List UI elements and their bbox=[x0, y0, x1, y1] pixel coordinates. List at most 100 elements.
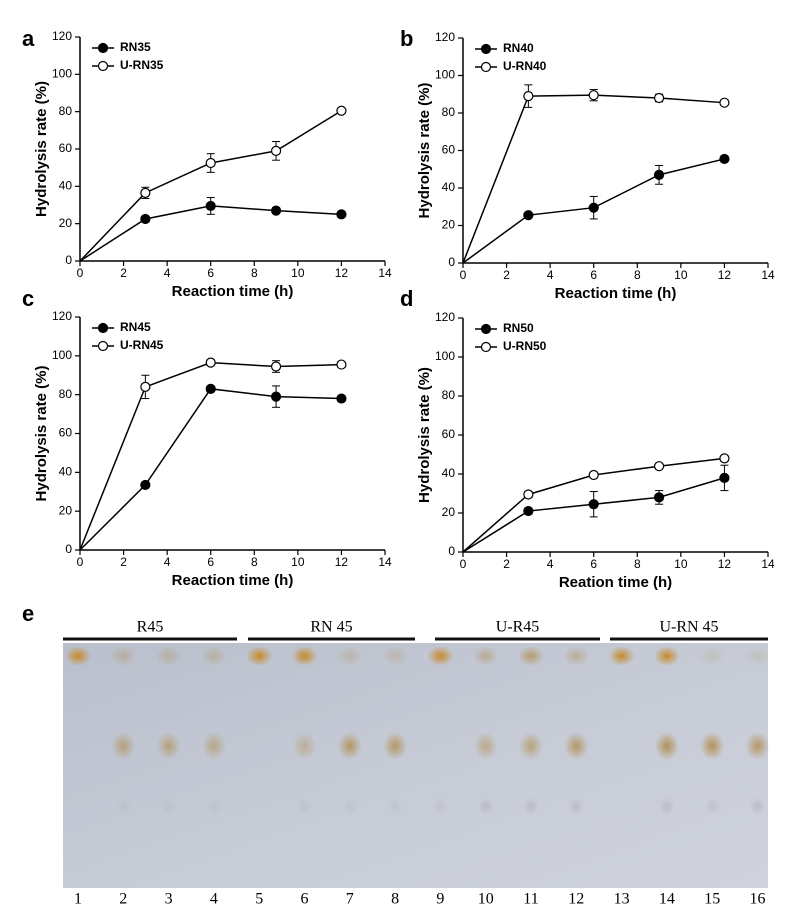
lane-number: 8 bbox=[391, 891, 399, 908]
tlc-plate bbox=[63, 643, 768, 888]
x-tick-label: 0 bbox=[460, 268, 467, 282]
x-tick-label: 14 bbox=[761, 268, 775, 282]
spot bbox=[477, 797, 494, 815]
marker bbox=[205, 357, 216, 368]
spot bbox=[704, 797, 721, 815]
y-tick-label: 100 bbox=[435, 349, 455, 363]
y-tick-label: 100 bbox=[52, 348, 72, 362]
spot bbox=[296, 797, 313, 815]
x-tick-label: 4 bbox=[164, 555, 171, 569]
legend-marker bbox=[480, 43, 492, 55]
x-tick-label: 14 bbox=[761, 557, 775, 571]
spot bbox=[246, 646, 273, 666]
lane-number: 3 bbox=[165, 891, 173, 908]
lane-number: 2 bbox=[119, 891, 127, 908]
y-axis-label: Hydrolysis rate (%) bbox=[416, 83, 433, 219]
marker bbox=[205, 200, 216, 212]
spot bbox=[427, 646, 454, 666]
spot bbox=[111, 732, 136, 760]
spot bbox=[156, 732, 181, 760]
spot bbox=[564, 732, 589, 760]
y-tick-label: 0 bbox=[448, 544, 455, 558]
marker bbox=[140, 479, 151, 491]
x-tick-label: 10 bbox=[291, 555, 305, 569]
spot bbox=[472, 646, 499, 666]
series-line bbox=[462, 94, 725, 264]
spot bbox=[387, 797, 404, 815]
spot bbox=[65, 646, 91, 666]
spot bbox=[699, 646, 726, 666]
y-tick-label: 0 bbox=[448, 255, 455, 269]
y-tick-label: 80 bbox=[59, 104, 73, 118]
x-tick-label: 8 bbox=[251, 555, 258, 569]
lane-number: 4 bbox=[210, 891, 218, 908]
legend-label: RN35 bbox=[120, 40, 151, 54]
y-tick-label: 40 bbox=[59, 179, 73, 193]
marker bbox=[205, 383, 216, 394]
x-tick-label: 2 bbox=[120, 266, 127, 280]
lane-number: 6 bbox=[301, 891, 309, 908]
spot bbox=[473, 732, 498, 760]
spot bbox=[115, 797, 132, 815]
x-tick-label: 10 bbox=[291, 266, 305, 280]
spot bbox=[653, 646, 680, 666]
y-tick-label: 120 bbox=[435, 30, 455, 44]
y-tick-label: 20 bbox=[442, 505, 456, 519]
marker bbox=[336, 209, 347, 220]
legend-label: U-RN40 bbox=[503, 59, 547, 73]
lane-number: 14 bbox=[659, 891, 675, 908]
y-tick-label: 100 bbox=[52, 67, 72, 81]
y-axis-label: Hydrolysis rate (%) bbox=[416, 367, 433, 503]
y-axis-label: Hydrolysis rate (%) bbox=[33, 81, 50, 217]
y-tick-label: 0 bbox=[65, 542, 72, 556]
series-line bbox=[79, 388, 342, 551]
y-tick-label: 20 bbox=[59, 216, 73, 230]
marker bbox=[336, 393, 347, 404]
x-tick-label: 6 bbox=[590, 557, 597, 571]
legend-label: U-RN45 bbox=[120, 338, 164, 352]
x-tick-label: 14 bbox=[378, 555, 392, 569]
x-axis-label: Reaction time (h) bbox=[172, 283, 294, 300]
marker bbox=[588, 499, 599, 510]
marker bbox=[653, 461, 665, 472]
spot bbox=[658, 797, 675, 815]
marker bbox=[523, 91, 534, 102]
y-tick-label: 60 bbox=[442, 143, 456, 157]
spot bbox=[341, 797, 358, 815]
marker bbox=[653, 492, 665, 503]
x-tick-label: 6 bbox=[590, 268, 597, 282]
x-tick-label: 6 bbox=[207, 266, 214, 280]
legend-label: RN50 bbox=[503, 321, 534, 335]
spot bbox=[749, 797, 766, 815]
x-axis-label: Reation time (h) bbox=[559, 574, 672, 591]
lane-number: 7 bbox=[346, 891, 354, 908]
marker bbox=[653, 92, 665, 104]
x-tick-label: 4 bbox=[547, 268, 554, 282]
y-tick-label: 80 bbox=[442, 105, 456, 119]
spot bbox=[518, 646, 544, 666]
legend-marker bbox=[97, 60, 109, 72]
marker bbox=[336, 105, 347, 116]
spot bbox=[744, 646, 771, 666]
lane-group-label: U-R45 bbox=[496, 619, 540, 636]
lane-number: 11 bbox=[523, 891, 538, 908]
marker bbox=[270, 145, 282, 156]
y-tick-label: 40 bbox=[59, 465, 73, 479]
marker bbox=[140, 213, 151, 225]
spot bbox=[205, 797, 222, 815]
y-tick-label: 80 bbox=[442, 388, 456, 402]
y-tick-label: 40 bbox=[442, 180, 456, 194]
x-tick-label: 0 bbox=[460, 557, 467, 571]
panel-label: e bbox=[22, 601, 34, 626]
marker bbox=[270, 391, 282, 402]
marker bbox=[719, 153, 730, 165]
spot bbox=[291, 646, 318, 666]
spot bbox=[155, 646, 182, 666]
legend-marker bbox=[480, 61, 492, 73]
x-tick-label: 12 bbox=[335, 555, 349, 569]
x-tick-label: 12 bbox=[718, 557, 732, 571]
spot bbox=[201, 732, 226, 760]
x-tick-label: 8 bbox=[634, 557, 641, 571]
legend-label: RN40 bbox=[503, 41, 534, 55]
x-tick-label: 12 bbox=[718, 268, 732, 282]
